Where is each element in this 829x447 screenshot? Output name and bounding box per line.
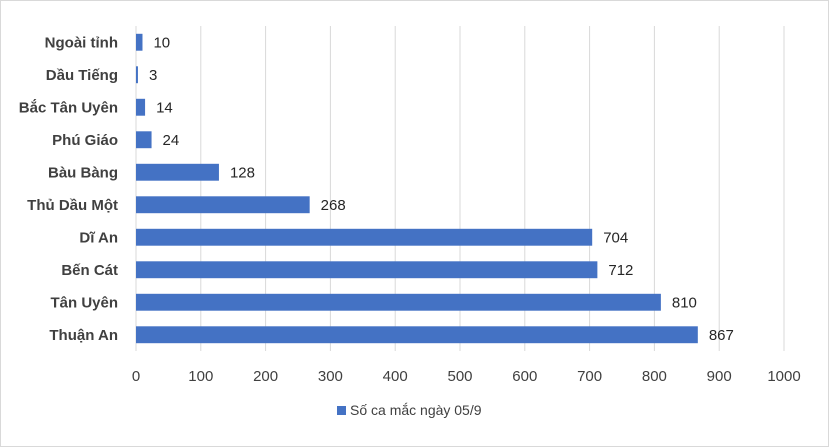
data-label: 24 — [163, 132, 180, 149]
x-tick-label: 800 — [642, 368, 667, 385]
data-label: 867 — [709, 327, 734, 344]
gridlines — [135, 26, 785, 351]
bar — [136, 228, 593, 246]
x-tick-label: 200 — [253, 368, 278, 385]
data-label: 10 — [153, 34, 170, 51]
x-tick-label: 700 — [577, 368, 602, 385]
category-labels: Ngoài tỉnh Dầu Tiếng Bắc Tân Uyên Phú Giáo B… — [19, 34, 118, 344]
category-label: Bàu Bàng — [48, 164, 118, 181]
x-tick-label: 1000 — [767, 368, 800, 385]
bars — [136, 33, 698, 344]
bar — [136, 196, 310, 214]
category-label: Bắc Tân Uyên — [19, 98, 118, 116]
category-label: Thủ Dầu Một — [27, 197, 118, 214]
bar — [136, 33, 143, 51]
data-labels: 10 3 14 24 128 268 704 712 810 867 — [149, 34, 734, 344]
category-label: Ngoài tỉnh — [45, 34, 118, 51]
data-label: 128 — [230, 164, 255, 181]
category-label: Dầu Tiếng — [46, 67, 118, 84]
legend: Số ca mắc ngày 05/9 — [337, 402, 482, 418]
x-tick-label: 500 — [447, 368, 472, 385]
bar — [136, 98, 146, 116]
data-label: 810 — [672, 294, 697, 311]
x-tick-label: 400 — [383, 368, 408, 385]
x-tick-label: 300 — [318, 368, 343, 385]
x-tick-label: 600 — [512, 368, 537, 385]
bar — [136, 131, 152, 149]
x-axis-tick-labels: 0 100 200 300 400 500 600 700 800 900 1000 — [132, 368, 801, 385]
bar — [136, 293, 661, 311]
x-tick-label: 900 — [707, 368, 732, 385]
bar — [136, 163, 219, 181]
data-label: 14 — [156, 99, 173, 116]
category-label: Phú Giáo — [52, 132, 118, 149]
bar — [136, 326, 698, 344]
x-tick-label: 100 — [188, 368, 213, 385]
data-label: 268 — [321, 197, 346, 214]
category-label: Dĩ An — [79, 229, 118, 246]
category-label: Thuận An — [49, 327, 118, 344]
category-label: Bến Cát — [61, 262, 118, 279]
legend-swatch — [337, 406, 346, 415]
bar — [136, 66, 138, 84]
x-tick-label: 0 — [132, 368, 140, 385]
legend-label: Số ca mắc ngày 05/9 — [350, 402, 482, 418]
category-label: Tân Uyên — [50, 294, 118, 311]
data-label: 704 — [603, 229, 628, 246]
data-label: 3 — [149, 67, 157, 84]
data-label: 712 — [608, 262, 633, 279]
bar — [136, 261, 598, 279]
